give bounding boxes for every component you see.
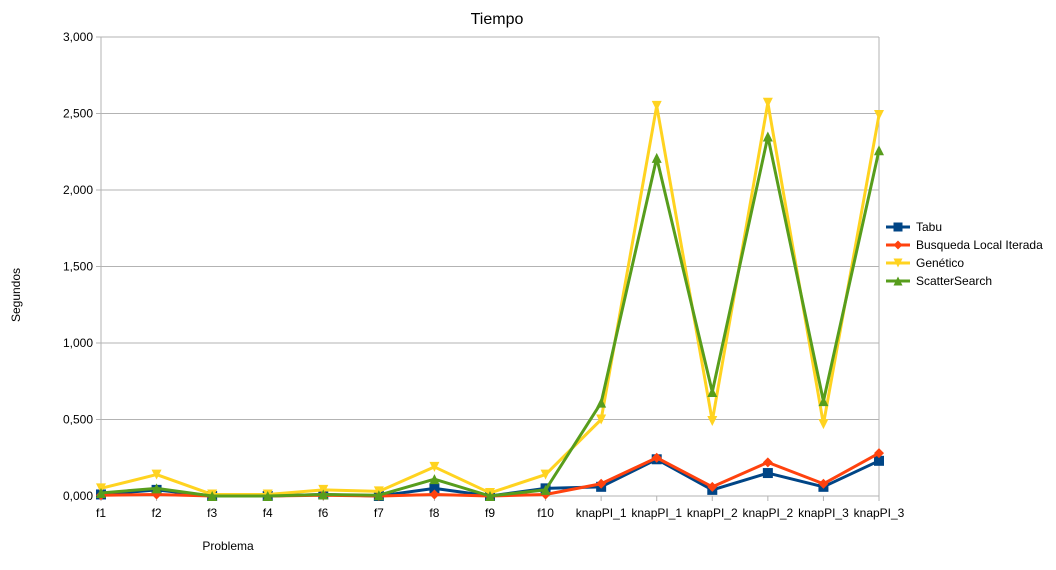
x-tick-label: knapPI_3 [798, 506, 849, 520]
marker [762, 97, 773, 108]
y-tick-label: 2,000 [63, 183, 93, 197]
x-tick-label: knapPI_3 [854, 506, 905, 520]
x-tick-label: f10 [537, 506, 554, 520]
marker [429, 474, 440, 485]
marker [818, 478, 829, 489]
x-axis-ticks: f1 f2 f3 f4 f6 f7 f8 f9 f10 knapPI_1 knapPI_1 knapP… [96, 506, 905, 520]
x-tick-label: knapPI_2 [687, 506, 738, 520]
y-tick-label: 1,500 [63, 260, 93, 274]
y-axis-label: Segundos [9, 268, 23, 322]
marker [762, 457, 773, 468]
marker [207, 491, 218, 501]
marker [762, 468, 773, 479]
marker [762, 131, 773, 142]
legend: Tabu Busqueda Local Iterada Genético Scatte… [886, 220, 1043, 288]
marker [874, 455, 884, 466]
marker [540, 469, 551, 480]
marker [151, 469, 162, 480]
marker [596, 414, 607, 425]
x-tick-label: knapPI_2 [742, 506, 793, 520]
y-tick-label: 0,500 [63, 413, 93, 427]
y-axis-ticks: 0,000 0,500 1,000 1,500 2,000 2,500 3,000 [63, 30, 93, 503]
marker [596, 478, 607, 489]
x-tick-label: f1 [96, 506, 106, 520]
marker [485, 491, 495, 501]
legend-label: ScatterSearch [916, 274, 992, 288]
marker [707, 386, 718, 397]
y-tick-label: 1,000 [63, 336, 93, 350]
marker [540, 484, 551, 495]
legend-swatch-marker [893, 222, 903, 232]
series [96, 131, 884, 501]
legend-label: Genético [916, 256, 964, 270]
marker [651, 452, 662, 463]
marker [318, 489, 329, 500]
x-tick-label: f4 [263, 506, 273, 520]
legend-label: Busqueda Local Iterada [916, 238, 1043, 252]
x-axis-label: Problema [202, 539, 254, 553]
x-tick-label: f2 [152, 506, 162, 520]
marker [429, 483, 440, 494]
x-tick-label: f6 [318, 506, 328, 520]
marker [596, 397, 607, 408]
x-tick-label: f9 [485, 506, 495, 520]
legend-label: Tabu [916, 220, 942, 234]
marker [151, 483, 162, 494]
legend-swatch-marker [893, 258, 903, 268]
marker [429, 461, 440, 472]
x-tick-label: f7 [374, 506, 384, 520]
y-tick-label: 3,000 [63, 30, 93, 44]
x-tick-label: f3 [207, 506, 217, 520]
x-tick-label: f8 [429, 506, 439, 520]
legend-swatch-marker [893, 240, 903, 250]
x-tick-label: knapPI_1 [576, 506, 627, 520]
marker [874, 110, 884, 121]
series [96, 97, 884, 500]
marker [818, 419, 829, 430]
marker [707, 481, 718, 492]
marker [874, 145, 884, 156]
legend-swatch-marker [893, 276, 903, 286]
gridlines [96, 36, 880, 501]
marker [373, 490, 384, 501]
marker [429, 489, 440, 500]
marker [262, 491, 273, 501]
y-tick-label: 2,500 [63, 107, 93, 121]
marker [96, 487, 106, 498]
series-group [96, 97, 884, 501]
x-tick-label: knapPI_1 [631, 506, 682, 520]
y-tick-label: 0,000 [63, 489, 93, 503]
marker [651, 100, 662, 111]
chart-title: Tiempo [471, 11, 524, 28]
marker [651, 152, 662, 163]
marker [818, 396, 829, 407]
marker [874, 448, 884, 459]
marker [707, 416, 718, 427]
